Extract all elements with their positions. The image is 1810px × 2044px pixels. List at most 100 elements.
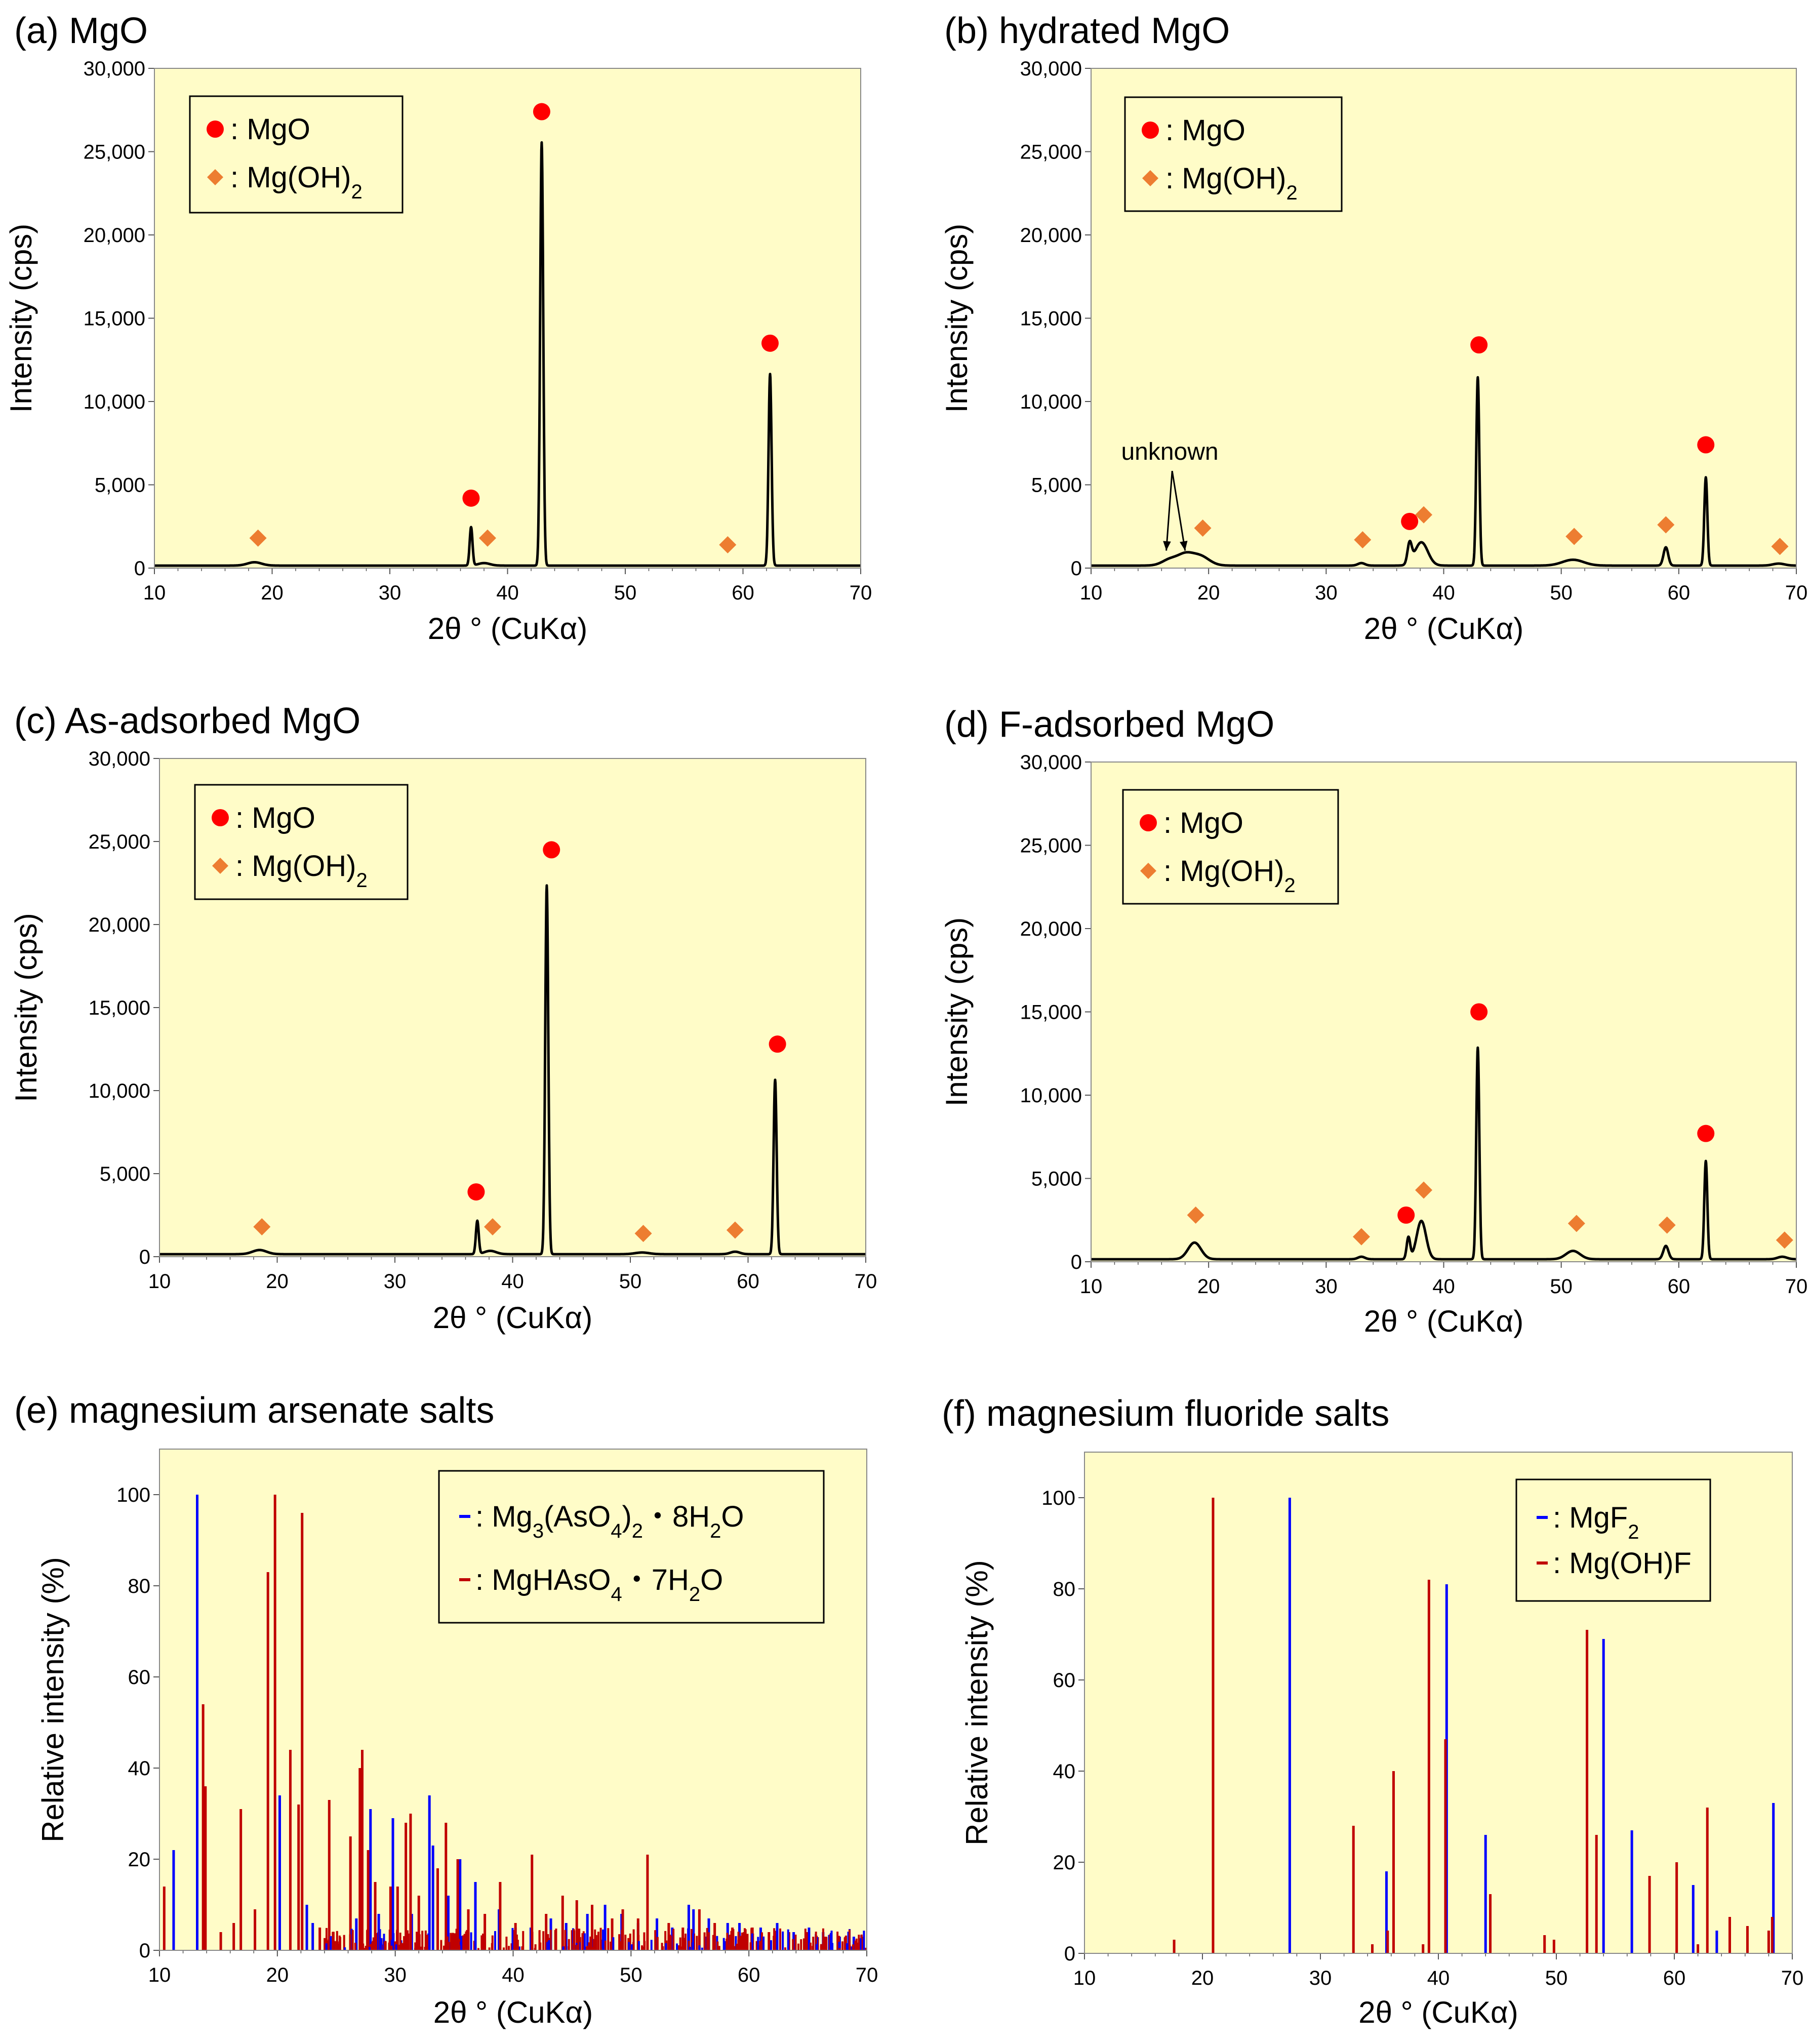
y-tick-label: 5,000 bbox=[95, 474, 145, 497]
y-tick-label: 20 bbox=[1053, 1852, 1076, 1874]
y-axis-label: Intensity (cps) bbox=[9, 913, 43, 1102]
y-tick-label: 100 bbox=[1041, 1487, 1075, 1509]
legend-mgoh2-marker bbox=[1140, 863, 1156, 879]
legend-label: : MgO bbox=[1165, 114, 1245, 147]
mgoh2-marker bbox=[1776, 1231, 1793, 1249]
legend-mgo-marker bbox=[1142, 122, 1159, 139]
legend-label: : MgHAsO4・7H2O bbox=[475, 1564, 723, 1606]
x-tick-label: 70 bbox=[856, 1964, 878, 1986]
mgoh2-marker bbox=[1415, 506, 1433, 524]
legend-mgoh2-marker bbox=[207, 169, 223, 185]
legend-label: : Mg(OH)2 bbox=[1163, 855, 1296, 897]
x-tick-label: 50 bbox=[1550, 1275, 1573, 1298]
chart-panel-b: (b) hydrated MgO 10 20 30 40 50 60 70 0 5,000 10,0… bbox=[940, 11, 1807, 646]
legend: : MgO : Mg(OH)2 bbox=[194, 784, 409, 900]
annotation-arrow bbox=[1171, 470, 1186, 551]
plot-frame bbox=[154, 68, 861, 569]
legend: : MgO : Mg(OH)2 bbox=[1122, 789, 1339, 905]
legend-mgoh2-marker bbox=[212, 858, 228, 874]
legend-label: : MgO bbox=[230, 113, 310, 146]
plot-area bbox=[1091, 68, 1797, 569]
x-tick-label: 30 bbox=[1315, 582, 1338, 604]
x-tick-label: 30 bbox=[1315, 1275, 1338, 1298]
plot-frame bbox=[1084, 1452, 1793, 1954]
legend-label: : Mg(OH)2 bbox=[1165, 162, 1298, 204]
chart-title: (f) magnesium fluoride salts bbox=[942, 1393, 1389, 1434]
legend-label: : MgO bbox=[1163, 807, 1243, 839]
y-tick-label: 15,000 bbox=[1020, 1001, 1082, 1024]
x-tick-label: 60 bbox=[1663, 1967, 1686, 1989]
plot-frame bbox=[159, 1449, 867, 1951]
mgoh2-marker bbox=[478, 529, 496, 547]
y-tick-label: 80 bbox=[1053, 1578, 1076, 1600]
y-tick-label: 60 bbox=[128, 1666, 151, 1689]
y-tick-label: 60 bbox=[1053, 1669, 1076, 1692]
x-tick-label: 10 bbox=[1080, 1275, 1103, 1298]
legend: : Mg3(AsO4)2・8H2O: MgHAsO4・7H2O bbox=[438, 1470, 825, 1624]
x-tick-label: 20 bbox=[261, 582, 284, 604]
chart-title: (d) F-adsorbed MgO bbox=[944, 704, 1274, 745]
mgoh2-marker bbox=[1565, 528, 1583, 545]
mgoh2-marker bbox=[1771, 538, 1789, 555]
x-tick-label: 10 bbox=[143, 582, 166, 604]
y-tick-label: 0 bbox=[139, 1246, 150, 1268]
chart-title: (b) hydrated MgO bbox=[944, 11, 1230, 51]
mgoh2-marker bbox=[1354, 531, 1372, 549]
xrd-trace bbox=[1090, 376, 1797, 567]
legend-mgo-marker bbox=[212, 809, 229, 826]
mgo-marker bbox=[543, 841, 560, 859]
legend-box bbox=[194, 784, 409, 900]
mgoh2-marker bbox=[484, 1218, 501, 1235]
legend: : MgO : Mg(OH)2 bbox=[1124, 96, 1343, 212]
mgo-marker bbox=[1397, 1206, 1415, 1224]
y-tick-label: 40 bbox=[128, 1757, 151, 1780]
y-tick-label: 15,000 bbox=[84, 308, 145, 330]
y-tick-label: 30,000 bbox=[89, 748, 150, 770]
mgoh2-marker bbox=[1187, 1206, 1204, 1224]
x-tick-label: 70 bbox=[1781, 1967, 1804, 1989]
y-axis-label: Relative intensity (%) bbox=[36, 1557, 70, 1842]
legend-box bbox=[438, 1470, 825, 1624]
y-tick-label: 0 bbox=[1071, 1251, 1082, 1273]
x-tick-label: 40 bbox=[1427, 1967, 1450, 1989]
y-tick-label: 20,000 bbox=[1020, 224, 1082, 247]
y-tick-label: 5,000 bbox=[100, 1163, 150, 1185]
mgoh2-marker bbox=[726, 1221, 744, 1239]
x-tick-label: 40 bbox=[1432, 1275, 1455, 1298]
y-tick-label: 5,000 bbox=[1031, 1168, 1082, 1190]
legend: : MgO : Mg(OH)2 bbox=[189, 95, 404, 214]
chart-panel-e: (e) magnesium arsenate salts 10 20 30 40 50 60… bbox=[14, 1390, 878, 2029]
y-axis-label: Intensity (cps) bbox=[4, 224, 38, 413]
y-tick-label: 20 bbox=[128, 1849, 151, 1871]
legend-mgoh2-marker bbox=[1142, 170, 1158, 186]
chart-title: (a) MgO bbox=[14, 11, 148, 51]
x-tick-label: 20 bbox=[266, 1964, 289, 1986]
x-tick-label: 20 bbox=[1197, 1275, 1220, 1298]
x-tick-label: 60 bbox=[732, 582, 754, 604]
x-axis-label: 2θ ° (CuKα) bbox=[1358, 1995, 1518, 2029]
y-tick-label: 20,000 bbox=[89, 914, 150, 936]
x-tick-label: 20 bbox=[1191, 1967, 1214, 1989]
mgo-marker bbox=[1470, 1003, 1488, 1021]
x-tick-label: 60 bbox=[737, 1270, 759, 1293]
y-tick-label: 5,000 bbox=[1031, 474, 1082, 497]
chart-title: (e) magnesium arsenate salts bbox=[14, 1390, 494, 1431]
x-tick-label: 10 bbox=[1080, 582, 1103, 604]
mgo-marker bbox=[467, 1183, 485, 1201]
y-tick-label: 20,000 bbox=[84, 224, 145, 247]
y-tick-label: 20,000 bbox=[1020, 918, 1082, 940]
legend-label: : MgO bbox=[235, 801, 315, 834]
legend-label: : Mg(OH)2 bbox=[230, 161, 363, 203]
chart-title: (c) As-adsorbed MgO bbox=[14, 701, 360, 741]
x-tick-label: 50 bbox=[614, 582, 637, 604]
legend-box bbox=[1122, 789, 1339, 905]
legend-label: : Mg(OH)F bbox=[1553, 1547, 1692, 1580]
legend-label: : Mg(OH)2 bbox=[235, 850, 368, 892]
mgoh2-marker bbox=[1352, 1228, 1370, 1246]
x-tick-label: 10 bbox=[1073, 1967, 1096, 1989]
legend-mgo-marker bbox=[1140, 814, 1157, 831]
chart-panel-d: (d) F-adsorbed MgO 10 20 30 40 50 60 70 0 5,000 10… bbox=[940, 704, 1807, 1338]
xrd-trace bbox=[153, 141, 862, 567]
x-tick-label: 20 bbox=[1197, 582, 1220, 604]
